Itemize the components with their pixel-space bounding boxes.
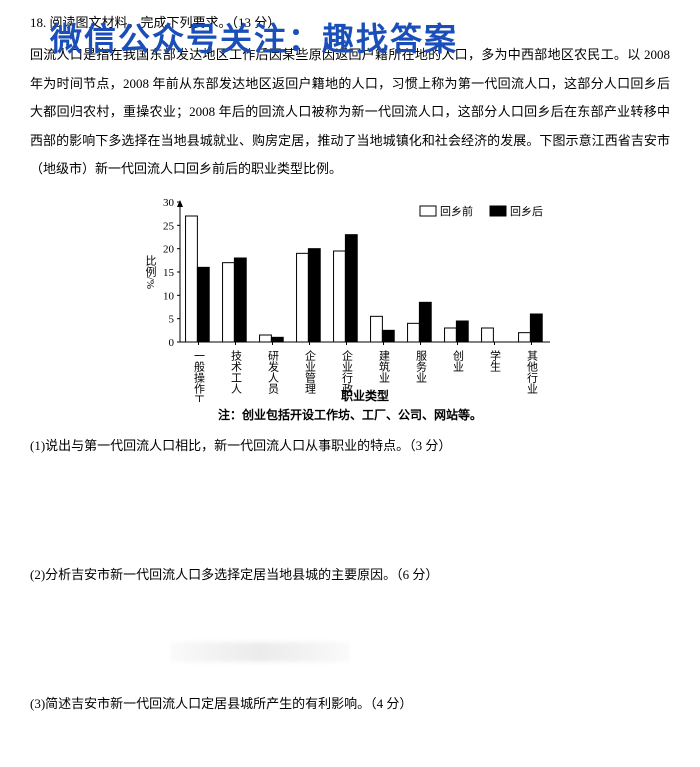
svg-text:20: 20 bbox=[163, 244, 175, 256]
scan-smudge bbox=[170, 642, 350, 662]
svg-text:回乡前: 回乡前 bbox=[440, 204, 473, 218]
watermark-text: 微信公众号关注：趣找答案 bbox=[50, 14, 458, 60]
svg-text:服务业: 服务业 bbox=[415, 350, 428, 383]
question-paragraph: 回流人口是指在我国东部发达地区工作后因某些原因返回户籍所在地的人口，多为中西部地… bbox=[30, 41, 670, 184]
svg-text:10: 10 bbox=[163, 290, 175, 302]
svg-text:0: 0 bbox=[169, 337, 175, 349]
svg-text:一般操作工: 一般操作工 bbox=[193, 350, 206, 402]
svg-text:比例/%: 比例/% bbox=[144, 255, 157, 290]
svg-text:25: 25 bbox=[163, 220, 175, 232]
svg-text:学生: 学生 bbox=[489, 349, 502, 372]
svg-text:创业: 创业 bbox=[452, 350, 465, 372]
svg-text:建筑业: 建筑业 bbox=[378, 349, 391, 383]
svg-text:研发人员: 研发人员 bbox=[267, 350, 280, 395]
subquestion-3: (3)简述吉安市新一代回流人口定居县城所产生的有利影响。（4 分） bbox=[30, 693, 670, 712]
svg-text:职业类型: 职业类型 bbox=[341, 388, 389, 402]
subquestion-1: (1)说出与第一代回流人口相比，新一代回流人口从事职业的特点。（3 分） bbox=[30, 435, 670, 454]
svg-text:30: 30 bbox=[163, 197, 175, 209]
chart-footnote: 注：创业包括开设工作坊、工厂、公司、网站等。 bbox=[30, 406, 670, 423]
chart-svg: 0 5 10 15 20 25 30 比例/% 一般操作工 技术工人 研发人员 企业管理 企业行政 建筑业… bbox=[140, 192, 560, 402]
subquestion-2: (2)分析吉安市新一代回流人口多选择定居当地县城的主要原因。（6 分） bbox=[30, 564, 670, 583]
svg-text:15: 15 bbox=[163, 267, 175, 279]
svg-text:5: 5 bbox=[169, 314, 175, 326]
bar-chart: 0 5 10 15 20 25 30 比例/% 一般操作工 技术工人 研发人员 企业管理 企业行政 建筑业… bbox=[140, 192, 560, 402]
svg-text:企业管理: 企业管理 bbox=[304, 349, 317, 394]
svg-text:技术工人: 技术工人 bbox=[230, 350, 243, 394]
svg-text:企业行政: 企业行政 bbox=[341, 349, 354, 395]
svg-text:回乡后: 回乡后 bbox=[510, 205, 543, 218]
svg-text:其他行业: 其他行业 bbox=[526, 350, 539, 394]
